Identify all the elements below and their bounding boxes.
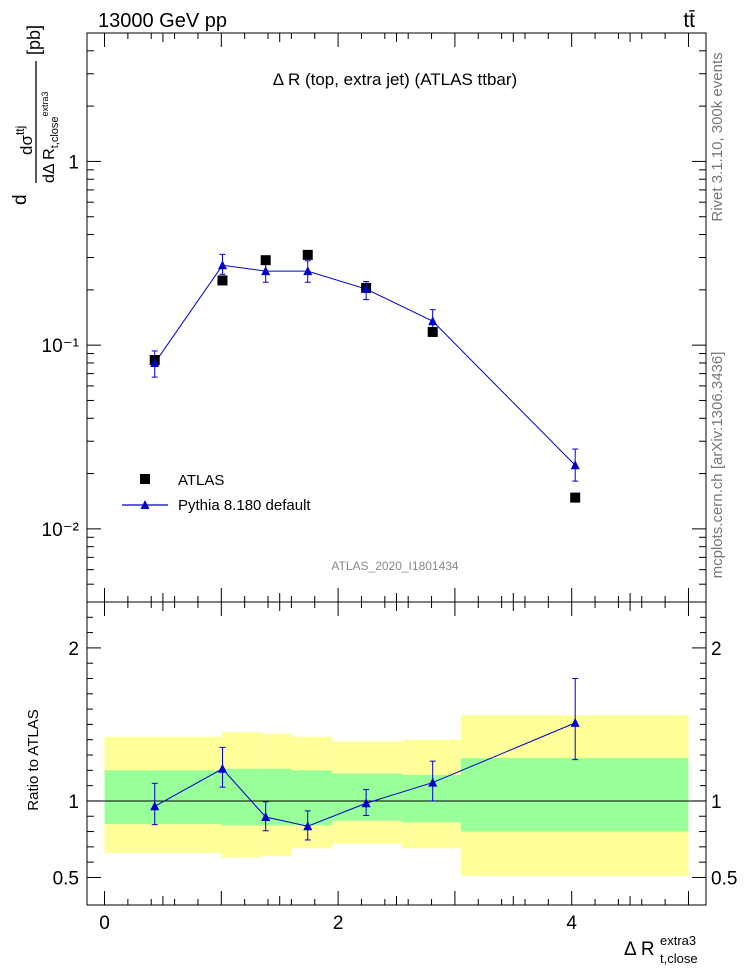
pythia-point bbox=[150, 357, 160, 367]
header-energy-label: 13000 GeV pp bbox=[98, 10, 227, 32]
x-label-delta-r: Δ R bbox=[624, 939, 655, 960]
pythia-line bbox=[154, 264, 576, 466]
legend-atlas-label: ATLAS bbox=[178, 472, 224, 489]
pythia-point bbox=[303, 266, 313, 276]
ratio-y-tick-label-left: 1 bbox=[68, 792, 79, 813]
ratio-pythia-point bbox=[261, 812, 271, 822]
legend: ATLAS Pythia 8.180 default bbox=[122, 472, 311, 514]
main-y-axis-label: d dσttj dΔ Rt,closeextra3 [pb] bbox=[10, 25, 61, 205]
inner-band-segment bbox=[221, 768, 263, 826]
y-label-numerator-sigma: dσttj bbox=[13, 126, 36, 155]
main-frame bbox=[86, 32, 707, 603]
ratio-panel: 2 2 1 1 0.5 0.5 0 2 4 Ratio to ATLAS Δ R extra3… bbox=[25, 601, 738, 966]
ratio-pythia-point bbox=[303, 821, 313, 831]
y-label-denominator: dΔ Rt,closeextra3 bbox=[40, 91, 61, 183]
ratio-pythia-point bbox=[150, 801, 160, 811]
analysis-watermark: ATLAS_2020_I1801434 bbox=[331, 559, 459, 573]
atlas-point bbox=[302, 249, 313, 260]
legend-pythia-label: Pythia 8.180 default bbox=[178, 497, 311, 514]
pythia-point bbox=[261, 266, 271, 276]
ratio-y-tick-label-left: 2 bbox=[68, 639, 79, 660]
atlas-point bbox=[217, 275, 228, 286]
ratio-x-tick-label: 2 bbox=[333, 913, 344, 934]
ratio-x-tick-labels: 0 2 4 bbox=[99, 913, 577, 934]
ratio-pythia-point bbox=[570, 717, 580, 727]
main-y-tick-labels: 1 10⁻¹ 10⁻² bbox=[42, 152, 80, 540]
main-axis-ticks bbox=[87, 32, 706, 603]
rivet-info-label: Rivet 3.1.10, 300k events bbox=[709, 52, 726, 221]
mcplots-info-label: mcplots.cern.ch [arXiv:1306.3436] bbox=[709, 352, 726, 579]
y-label-numerator-d: d bbox=[10, 194, 31, 205]
main-y-tick-label: 1 bbox=[68, 152, 79, 173]
y-label-units: [pb] bbox=[24, 25, 44, 55]
x-label-superscript: extra3 bbox=[660, 933, 696, 948]
ratio-y-axis-label: Ratio to ATLAS bbox=[25, 709, 42, 810]
ratio-x-tick-label: 4 bbox=[566, 913, 577, 934]
chart-title: Δ R (top, extra jet) (ATLAS ttbar) bbox=[273, 70, 517, 89]
x-label-subscript: t,close bbox=[660, 951, 698, 966]
atlas-point bbox=[260, 255, 271, 266]
ratio-pythia-point bbox=[428, 777, 438, 787]
main-panel: 1 10⁻¹ 10⁻² Δ R (top, extra jet) (ATLAS tt… bbox=[10, 25, 707, 603]
ratio-x-axis-label: Δ R extra3 t,close bbox=[624, 933, 698, 966]
pythia-point bbox=[217, 260, 227, 270]
ratio-x-tick-label: 0 bbox=[99, 913, 110, 934]
main-plot-area bbox=[86, 32, 707, 603]
ratio-y-tick-label-right: 2 bbox=[711, 639, 722, 660]
inner-band-segment bbox=[291, 770, 333, 826]
ratio-y-tick-labels: 2 2 1 1 0.5 0.5 bbox=[53, 639, 738, 890]
inner-band-segment bbox=[332, 773, 403, 821]
pythia-point bbox=[570, 460, 580, 470]
inner-band-segment bbox=[460, 758, 689, 832]
pythia-point bbox=[361, 284, 371, 294]
ratio-pythia-point bbox=[217, 763, 227, 773]
main-y-tick-label: 10⁻¹ bbox=[42, 336, 80, 357]
ratio-series-layer bbox=[150, 678, 580, 841]
main-series-layer bbox=[149, 249, 581, 503]
atlas-point bbox=[570, 492, 581, 503]
ratio-pythia-point bbox=[361, 798, 371, 808]
ratio-axis-ticks bbox=[86, 601, 707, 906]
legend-atlas-marker bbox=[140, 474, 150, 484]
main-y-tick-label: 10⁻² bbox=[42, 520, 80, 541]
ratio-y-tick-label-right: 0.5 bbox=[711, 868, 737, 889]
pythia-point bbox=[428, 316, 438, 326]
header-process-label: tt̄ bbox=[683, 9, 695, 32]
ratio-uncertainty-bands bbox=[87, 715, 706, 876]
legend-pythia-marker bbox=[140, 500, 150, 509]
atlas-point bbox=[427, 326, 438, 337]
ratio-y-tick-label-left: 0.5 bbox=[53, 868, 79, 889]
ratio-y-tick-label-right: 1 bbox=[711, 792, 722, 813]
inner-band-segment bbox=[104, 770, 222, 824]
